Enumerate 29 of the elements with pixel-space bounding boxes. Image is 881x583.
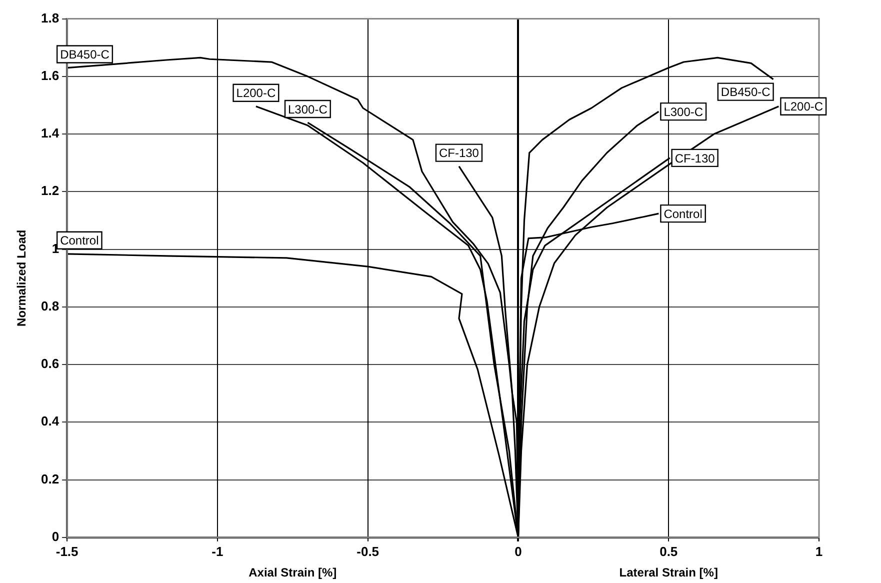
y-tick-label: 1.4 — [40, 126, 60, 141]
y-tick-label: 0.8 — [40, 298, 60, 314]
x-tick-label: -0.5 — [356, 544, 380, 559]
series-label: DB450-C — [60, 48, 110, 62]
y-axis-title: Normalized Load — [14, 230, 28, 326]
series-label: CF-130 — [438, 146, 480, 160]
series-label: L200-C — [784, 100, 824, 114]
y-tick-label: 0.6 — [40, 356, 60, 372]
y-tick-label: 1 — [52, 240, 60, 256]
x-tick-label: -1.5 — [56, 544, 78, 559]
series-label: L300-C — [664, 104, 704, 119]
x-tick-label: 0 — [514, 544, 522, 559]
y-tick-label: 1.6 — [40, 68, 60, 83]
series-label: Control — [664, 206, 702, 221]
series-label: DB450-C — [720, 85, 771, 100]
y-tick-label: 0.2 — [40, 471, 60, 486]
y-tick-label: 1.8 — [40, 10, 60, 26]
text: Lateral Strain [%] — [619, 566, 718, 580]
x-tick-label: 1 — [815, 544, 823, 559]
y-tick-label: 0.4 — [40, 414, 60, 429]
x-axis-title: Axial Strain [%] — [248, 566, 337, 580]
x-tick-label: 0.5 — [660, 544, 678, 559]
series-label: Control — [60, 234, 99, 248]
y-tick-label: 1.2 — [40, 183, 60, 198]
x-tick-label: -1 — [212, 544, 224, 559]
series-label: L300-C — [288, 102, 328, 116]
series-label: L200-C — [236, 86, 276, 100]
y-tick-label: 0 — [52, 528, 60, 544]
series-label: CF-130 — [674, 151, 716, 166]
